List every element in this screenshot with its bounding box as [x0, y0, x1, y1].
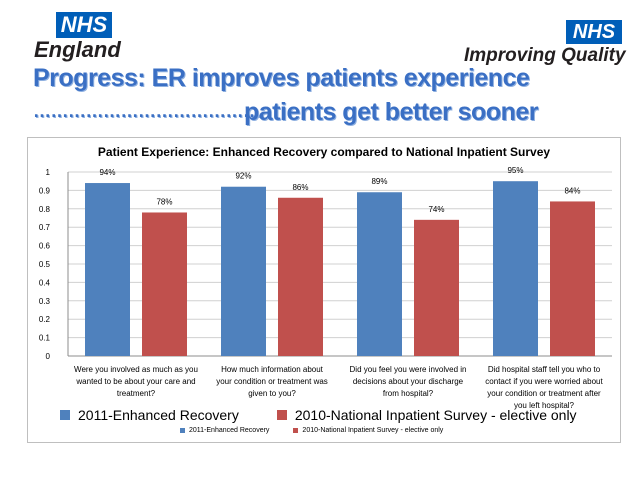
- legend-swatch-series2: [276, 410, 287, 420]
- slide-headline-line1: Progress: ER improves patients experienc…: [33, 64, 530, 92]
- bar-1: [357, 192, 402, 356]
- y-tick-label: 0.2: [39, 315, 51, 324]
- bar-2: [142, 212, 187, 356]
- legend-swatch-series1: [60, 410, 70, 420]
- bar-1: [85, 183, 130, 356]
- data-label: 78%: [156, 197, 172, 206]
- data-label: 94%: [99, 168, 115, 177]
- x-tick-label: your condition or treatment after: [487, 389, 601, 398]
- y-tick-label: 0.3: [39, 297, 51, 306]
- y-tick-label: 0.6: [39, 242, 51, 251]
- bar-2: [278, 197, 323, 356]
- data-label: 86%: [292, 183, 308, 192]
- bar-chart: 0 0.1 0.2 0.3 0.4 0.5 0.6 0.7 0.8 0.9 1 94% 78% Were …: [39, 166, 612, 410]
- x-tick-label: decisions about your discharge: [353, 377, 464, 386]
- legend-small-swatch-series1: [180, 428, 185, 433]
- y-tick-label: 1: [46, 168, 51, 177]
- nhs-england-logo-text: England: [34, 37, 121, 62]
- slide-headline-line2: patients get better sooner: [244, 98, 539, 126]
- data-label: 74%: [428, 205, 444, 214]
- bar-2: [414, 219, 459, 356]
- chart-area: Patient Experience: Enhanced Recovery co…: [27, 137, 621, 443]
- legend-small-swatch-series2: [293, 428, 299, 433]
- legend-small-label-series2: 2010-National Inpatient Survey - electiv…: [302, 427, 444, 434]
- x-tick-label: from hospital?: [383, 389, 434, 398]
- legend-small-label-series1: 2011-Enhanced Recovery: [189, 427, 270, 434]
- bar-2: [550, 201, 595, 356]
- x-tick-label: wanted to be about your care and: [75, 377, 195, 386]
- x-tick-label: How much information about: [221, 365, 324, 374]
- x-tick-label: Did hospital staff tell you who to: [488, 365, 601, 374]
- data-label: 95%: [507, 166, 523, 175]
- x-tick-label: contact if you were worried about: [485, 377, 603, 386]
- y-tick-label: 0.4: [39, 278, 51, 287]
- legend-label-series2: 2010-National Inpatient Survey - electiv…: [294, 407, 577, 423]
- x-tick-label: Did you feel you were involved in: [350, 365, 467, 374]
- chart-legend: 2011-Enhanced Recovery 2010-National Inp…: [60, 407, 577, 423]
- nhs-improving-quality-logo-text: Improving Quality: [464, 45, 626, 66]
- y-tick-label: 0.7: [39, 223, 51, 232]
- x-tick-label: your condition or treatment was: [216, 377, 328, 386]
- bar-1: [493, 181, 538, 356]
- chart-legend-small: 2011-Enhanced Recovery 2010-National Inp…: [180, 427, 443, 434]
- y-tick-label: 0.8: [39, 205, 51, 214]
- nhs-improving-quality-logo-badge: NHS: [566, 20, 622, 44]
- y-tick-label: 0.1: [39, 334, 51, 343]
- slide-headline-dots: …………………………………: [33, 101, 261, 121]
- x-tick-label: Were you involved as much as you: [74, 365, 198, 374]
- y-tick-label: 0.9: [39, 186, 51, 195]
- nhs-england-logo-badge: NHS: [56, 12, 112, 38]
- data-label: 92%: [235, 172, 251, 181]
- x-tick-label: treatment?: [117, 389, 156, 398]
- x-tick-label: given to you?: [248, 389, 296, 398]
- data-label: 89%: [371, 177, 387, 186]
- chart-title: Patient Experience: Enhanced Recovery co…: [97, 145, 551, 159]
- x-tick-label: you left hospital?: [514, 401, 575, 410]
- legend-label-series1: 2011-Enhanced Recovery: [78, 407, 239, 423]
- y-tick-label: 0.5: [39, 260, 51, 269]
- y-tick-label: 0: [46, 352, 51, 361]
- data-label: 84%: [564, 186, 580, 195]
- bar-1: [221, 186, 266, 356]
